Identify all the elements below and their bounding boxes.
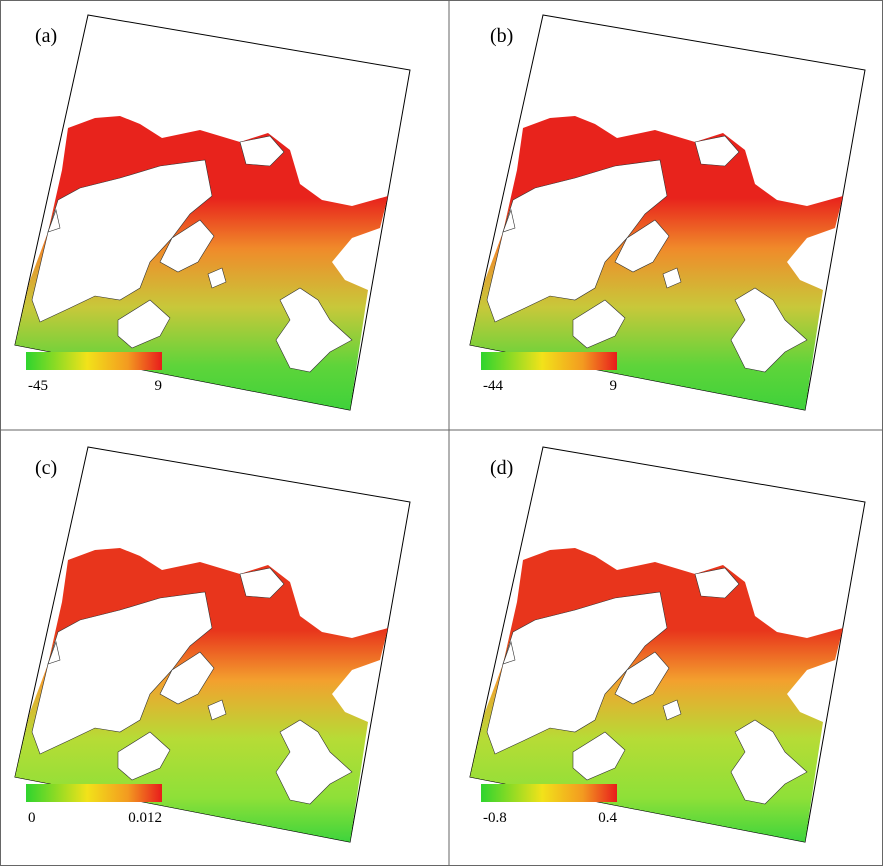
colorbar-min: -45 <box>28 378 48 394</box>
panel-label: (b) <box>490 25 513 47</box>
colorbar-max: 9 <box>155 378 163 394</box>
panel: (b) -44 9 <box>470 15 865 410</box>
figure: (a) -45 9 (b) -44 9 (c) 0 0.012 (d) -0.8 0.4 <box>0 0 883 866</box>
colorbar <box>26 352 162 370</box>
panel-label: (c) <box>35 457 57 479</box>
panel: (a) -45 9 <box>15 15 410 410</box>
colorbar <box>481 784 617 802</box>
colorbar <box>26 784 162 802</box>
colorbar-max: 0.012 <box>128 810 162 826</box>
colorbar-max: 9 <box>610 378 618 394</box>
panel: (d) -0.8 0.4 <box>470 447 865 842</box>
colorbar-min: -44 <box>483 378 503 394</box>
colorbar-min: 0 <box>28 810 36 826</box>
colorbar <box>481 352 617 370</box>
panel: (c) 0 0.012 <box>15 447 410 842</box>
colorbar-max: 0.4 <box>598 810 617 826</box>
panel-label: (d) <box>490 457 513 479</box>
panel-label: (a) <box>35 25 57 47</box>
colorbar-min: -0.8 <box>483 810 507 826</box>
